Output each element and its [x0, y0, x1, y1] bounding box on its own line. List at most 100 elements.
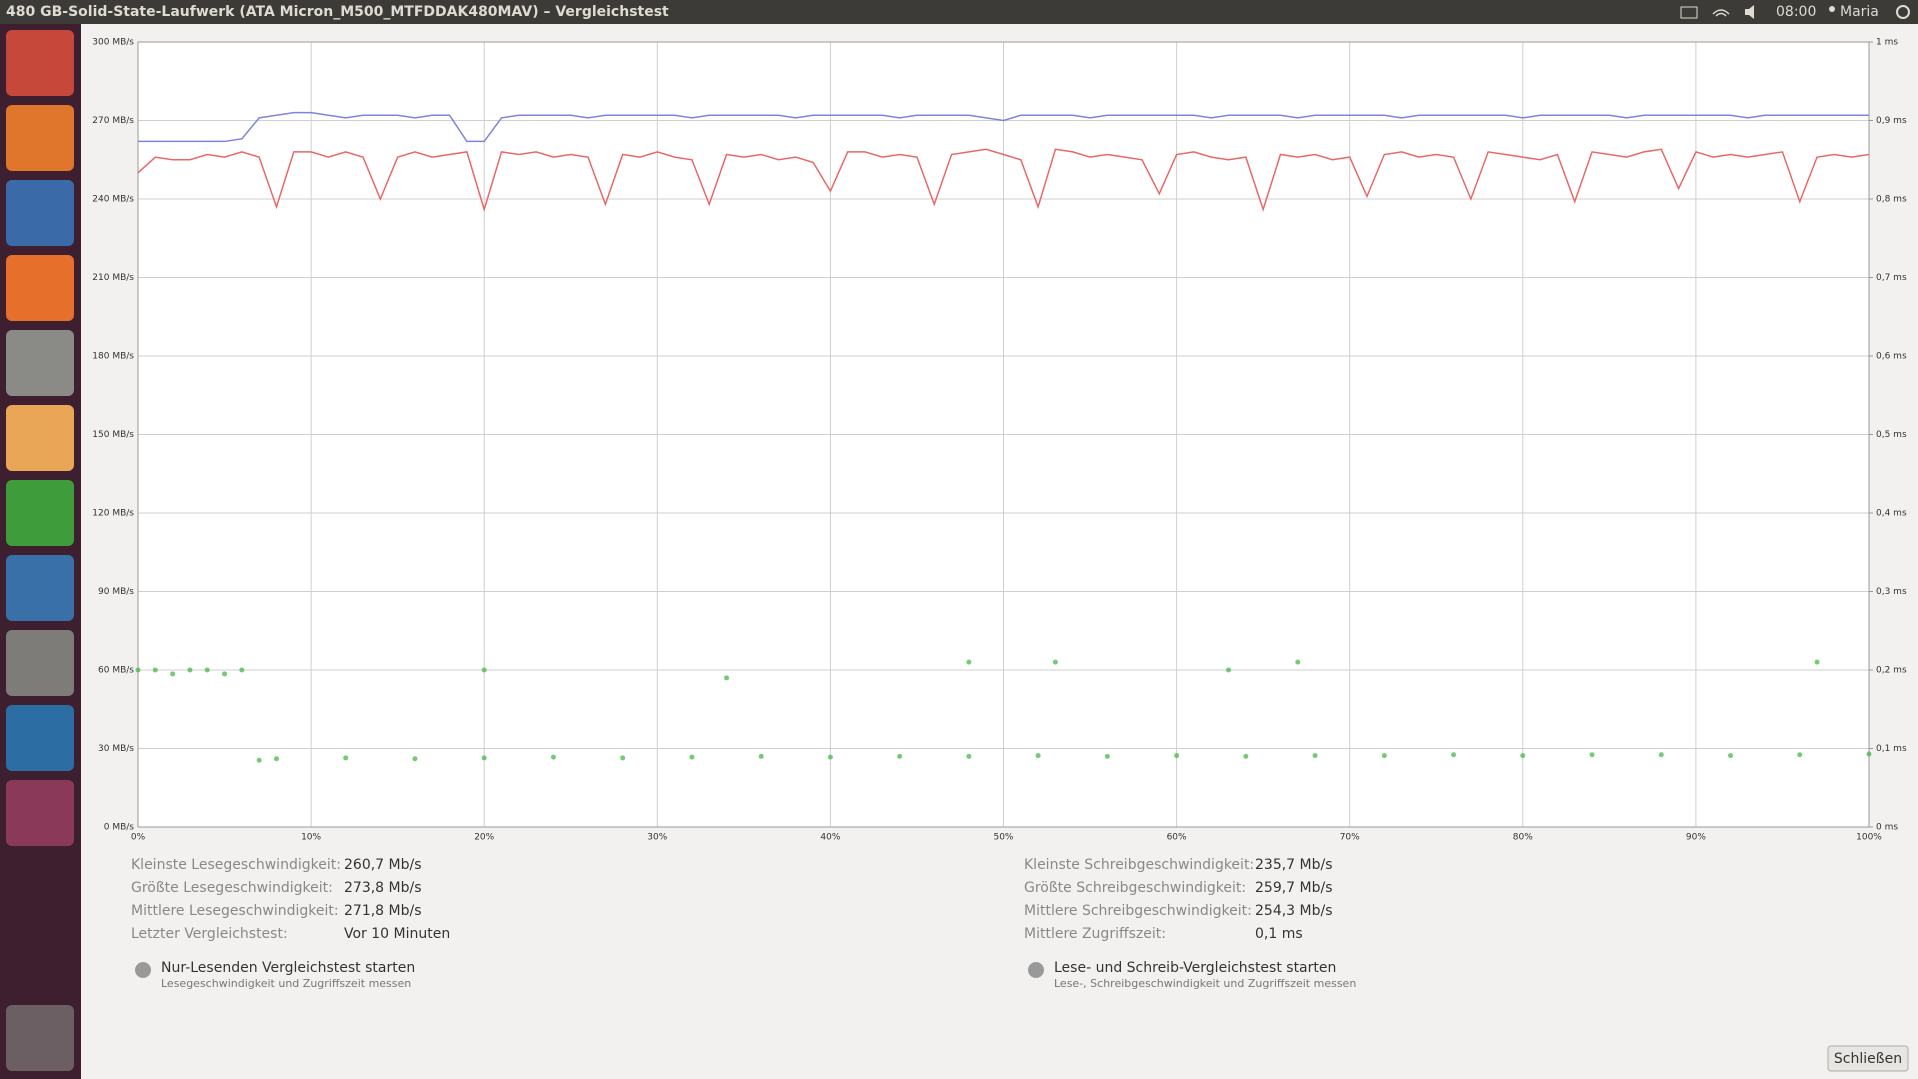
stat-value: 0,1 ms — [1255, 926, 1303, 942]
y-tick-label: 120 MB/s — [92, 509, 134, 519]
launcher-icon[interactable] — [6, 555, 74, 621]
clock[interactable]: 08:00 — [1776, 4, 1816, 20]
stat-value: 273,8 Mb/s — [344, 880, 422, 896]
data-point — [1104, 753, 1110, 759]
y-tick-label: 150 MB/s — [92, 430, 134, 440]
stat-value: 254,3 Mb/s — [1255, 903, 1333, 919]
stat-value: 260,7 Mb/s — [344, 857, 422, 873]
x-tick-label: 80% — [1513, 833, 1533, 843]
launcher-icon[interactable] — [6, 105, 74, 171]
launcher-icon[interactable] — [6, 255, 74, 321]
action-icons — [135, 962, 1044, 978]
launcher-icon[interactable] — [6, 180, 74, 246]
stat-label: Größte Lesegeschwindigkeit: — [131, 880, 333, 896]
trash-icon[interactable] — [6, 1005, 74, 1071]
data-point — [222, 671, 228, 677]
data-point — [481, 667, 487, 673]
plot-border — [137, 41, 1870, 828]
x-tick-label: 20% — [474, 833, 494, 843]
y2-tick-label: 0,7 ms — [1876, 273, 1907, 283]
user-icon — [1829, 6, 1835, 12]
action-label[interactable]: Nur-Lesenden Vergleichstest starten — [161, 960, 415, 976]
launcher-icon[interactable] — [6, 30, 74, 96]
data-point — [724, 675, 730, 681]
data-point — [273, 756, 279, 762]
launcher-icon[interactable] — [6, 630, 74, 696]
data-point — [966, 753, 972, 759]
y-tick-label: 90 MB/s — [98, 587, 134, 597]
stat-label: Kleinste Lesegeschwindigkeit: — [131, 857, 341, 873]
data-point — [1226, 667, 1232, 673]
stat-label: Mittlere Lesegeschwindigkeit: — [131, 903, 339, 919]
stat-value: 259,7 Mb/s — [1255, 880, 1333, 896]
x-tick-label: 100% — [1856, 833, 1882, 843]
sound-icon[interactable] — [1745, 5, 1754, 19]
y-tick-label: 60 MB/s — [98, 666, 134, 676]
y2-tick-label: 0,5 ms — [1876, 430, 1907, 440]
x-tick-label: 50% — [993, 833, 1013, 843]
user-name[interactable]: Maria — [1840, 4, 1879, 20]
data-point — [1295, 659, 1301, 665]
y2-tick-label: 1 ms — [1876, 38, 1898, 48]
data-point — [1312, 753, 1318, 759]
data-point — [481, 755, 487, 761]
data-point — [827, 754, 833, 760]
data-point — [966, 659, 972, 665]
action-description[interactable]: Lesegeschwindigkeit und Zugriffszeit mes… — [161, 977, 411, 990]
launcher-icon[interactable] — [6, 480, 74, 546]
stat-label: Mittlere Zugriffszeit: — [1024, 926, 1166, 942]
data-point — [897, 753, 903, 759]
data-point — [1866, 751, 1872, 757]
y2-tick-label: 0,6 ms — [1876, 352, 1907, 362]
data-line — [137, 148, 1870, 213]
data-point — [239, 667, 245, 673]
stat-value: 235,7 Mb/s — [1255, 857, 1333, 873]
x-tick-label: 60% — [1167, 833, 1187, 843]
y2-tick-label: 0,4 ms — [1876, 509, 1907, 519]
stat-value: Vor 10 Minuten — [344, 926, 450, 942]
y2-tick-label: 0,8 ms — [1876, 195, 1907, 205]
close-button-label[interactable]: Schließen — [1834, 1051, 1902, 1067]
data-point — [170, 671, 176, 677]
data-point — [1520, 753, 1526, 759]
data-point — [550, 754, 556, 760]
y-tick-label: 0 MB/s — [104, 823, 135, 833]
y2-tick-label: 0 ms — [1876, 823, 1898, 833]
data-point — [152, 667, 158, 673]
y-tick-label: 270 MB/s — [92, 116, 134, 126]
data-point — [1589, 752, 1595, 758]
mail-icon — [1680, 6, 1698, 19]
data-line — [138, 111, 1869, 143]
y-tick-label: 30 MB/s — [98, 744, 134, 754]
y-tick-label: 300 MB/s — [92, 38, 134, 48]
gear-icon — [1028, 962, 1044, 978]
launcher-icon[interactable] — [6, 780, 74, 846]
wifi-icon[interactable] — [1712, 9, 1730, 17]
y-tick-label: 240 MB/s — [92, 195, 134, 205]
data-point — [256, 757, 262, 763]
y2-tick-label: 0,9 ms — [1876, 116, 1907, 126]
action-description[interactable]: Lese-, Schreibgeschwindigkeit und Zugrif… — [1054, 977, 1356, 990]
launcher-icon[interactable] — [6, 705, 74, 771]
close-button[interactable] — [1827, 1045, 1909, 1072]
launcher-icon[interactable] — [6, 330, 74, 396]
data-point — [1797, 752, 1803, 758]
action-label[interactable]: Lese- und Schreib-Vergleichstest starten — [1054, 960, 1336, 976]
data-point — [1052, 659, 1058, 665]
chart: 0 MB/s 30 MB/s 60 MB/s 90 MB/s 120 MB/s 150 M… — [92, 38, 1907, 843]
stat-label: Letzter Vergleichstest: — [131, 926, 288, 942]
data-point — [758, 753, 764, 759]
data-point — [689, 754, 695, 760]
data-point — [187, 667, 193, 673]
stat-label: Kleinste Schreibgeschwindigkeit: — [1024, 857, 1254, 873]
stats: Kleinste Lesegeschwindigkeit: 260,7 Mb/s G… — [131, 857, 1356, 990]
settings-icon[interactable] — [1896, 5, 1910, 19]
y-tick-label: 180 MB/s — [92, 352, 134, 362]
stat-value: 271,8 Mb/s — [344, 903, 422, 919]
data-point — [1728, 753, 1734, 759]
x-tick-label: 70% — [1340, 833, 1360, 843]
x-tick-label: 0% — [131, 833, 146, 843]
launcher-icon[interactable] — [6, 405, 74, 471]
